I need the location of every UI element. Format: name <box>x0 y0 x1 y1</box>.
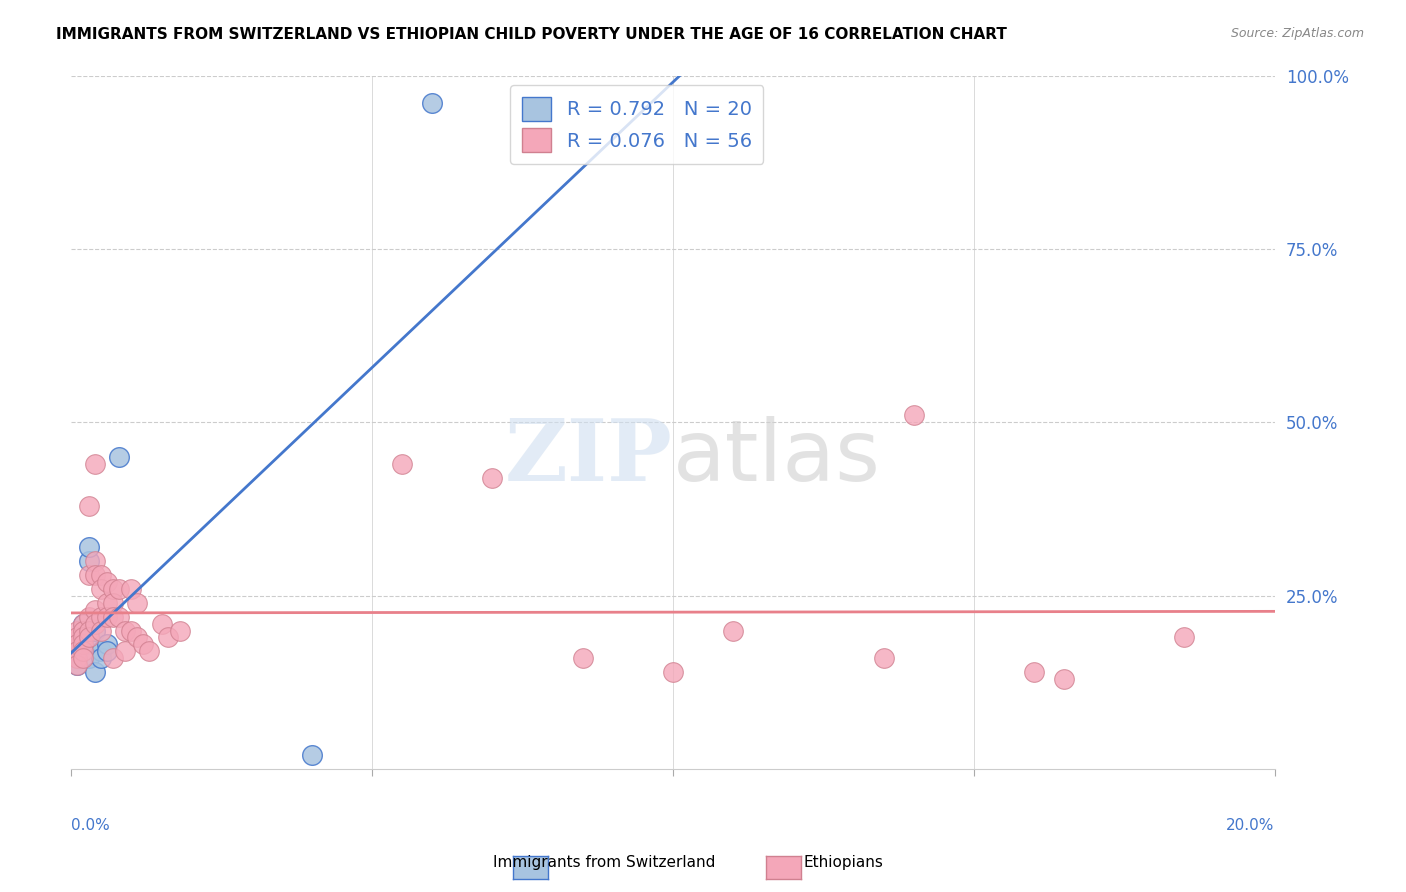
Point <box>1173 631 1195 645</box>
Point <box>872 651 894 665</box>
Point <box>72 637 94 651</box>
Point <box>391 457 413 471</box>
Point <box>103 651 125 665</box>
Point <box>66 644 89 658</box>
Point <box>903 409 925 423</box>
Point <box>127 596 149 610</box>
Point <box>72 637 94 651</box>
Point <box>79 609 101 624</box>
Point <box>90 568 112 582</box>
Text: Ethiopians: Ethiopians <box>804 855 883 870</box>
Point <box>72 631 94 645</box>
Text: 20.0%: 20.0% <box>1226 818 1275 833</box>
Point <box>156 631 179 645</box>
Point <box>90 644 112 658</box>
Point <box>72 631 94 645</box>
Point <box>90 609 112 624</box>
Point <box>72 624 94 638</box>
Point <box>84 616 107 631</box>
Point <box>66 651 89 665</box>
Point <box>72 616 94 631</box>
Point <box>420 96 443 111</box>
Point <box>721 624 744 638</box>
Point <box>108 582 131 596</box>
Point <box>66 637 89 651</box>
Point <box>114 624 136 638</box>
Point <box>103 609 125 624</box>
Text: ZIP: ZIP <box>505 415 673 500</box>
Point <box>103 582 125 596</box>
Point <box>79 651 101 665</box>
Point <box>108 609 131 624</box>
Point <box>72 644 94 658</box>
Point <box>120 582 142 596</box>
Text: atlas: atlas <box>673 416 882 499</box>
Point <box>79 541 101 555</box>
Point <box>90 582 112 596</box>
Point <box>1053 672 1076 686</box>
Point <box>138 644 160 658</box>
Point <box>132 637 155 651</box>
Point <box>90 624 112 638</box>
Point <box>90 651 112 665</box>
Point <box>79 631 101 645</box>
Point <box>1022 665 1045 680</box>
Point <box>66 651 89 665</box>
Point <box>66 658 89 673</box>
Point <box>84 603 107 617</box>
Text: Immigrants from Switzerland: Immigrants from Switzerland <box>494 855 716 870</box>
Point <box>79 499 101 513</box>
Point <box>84 568 107 582</box>
Point <box>66 637 89 651</box>
Point <box>84 665 107 680</box>
Point <box>108 450 131 464</box>
Point <box>120 624 142 638</box>
Point <box>84 624 107 638</box>
Text: 0.0%: 0.0% <box>72 818 110 833</box>
Point <box>79 568 101 582</box>
Point <box>103 596 125 610</box>
Legend: R = 0.792   N = 20, R = 0.076   N = 56: R = 0.792 N = 20, R = 0.076 N = 56 <box>510 86 763 164</box>
Point <box>79 554 101 568</box>
Point <box>66 624 89 638</box>
Point <box>662 665 685 680</box>
Point <box>84 554 107 568</box>
Point <box>301 748 323 763</box>
Point <box>84 457 107 471</box>
Point <box>66 658 89 673</box>
Point <box>79 637 101 651</box>
Point <box>79 624 101 638</box>
Text: Source: ZipAtlas.com: Source: ZipAtlas.com <box>1230 27 1364 40</box>
Point <box>96 574 118 589</box>
Point <box>169 624 191 638</box>
Point <box>96 637 118 651</box>
Point <box>96 596 118 610</box>
Point <box>127 631 149 645</box>
Point <box>96 609 118 624</box>
Point <box>72 651 94 665</box>
Point <box>96 644 118 658</box>
Point <box>72 624 94 638</box>
Point <box>72 616 94 631</box>
Point <box>571 651 593 665</box>
Point <box>66 631 89 645</box>
Point <box>114 644 136 658</box>
Point <box>150 616 173 631</box>
Point <box>481 471 503 485</box>
Text: IMMIGRANTS FROM SWITZERLAND VS ETHIOPIAN CHILD POVERTY UNDER THE AGE OF 16 CORRE: IMMIGRANTS FROM SWITZERLAND VS ETHIOPIAN… <box>56 27 1007 42</box>
